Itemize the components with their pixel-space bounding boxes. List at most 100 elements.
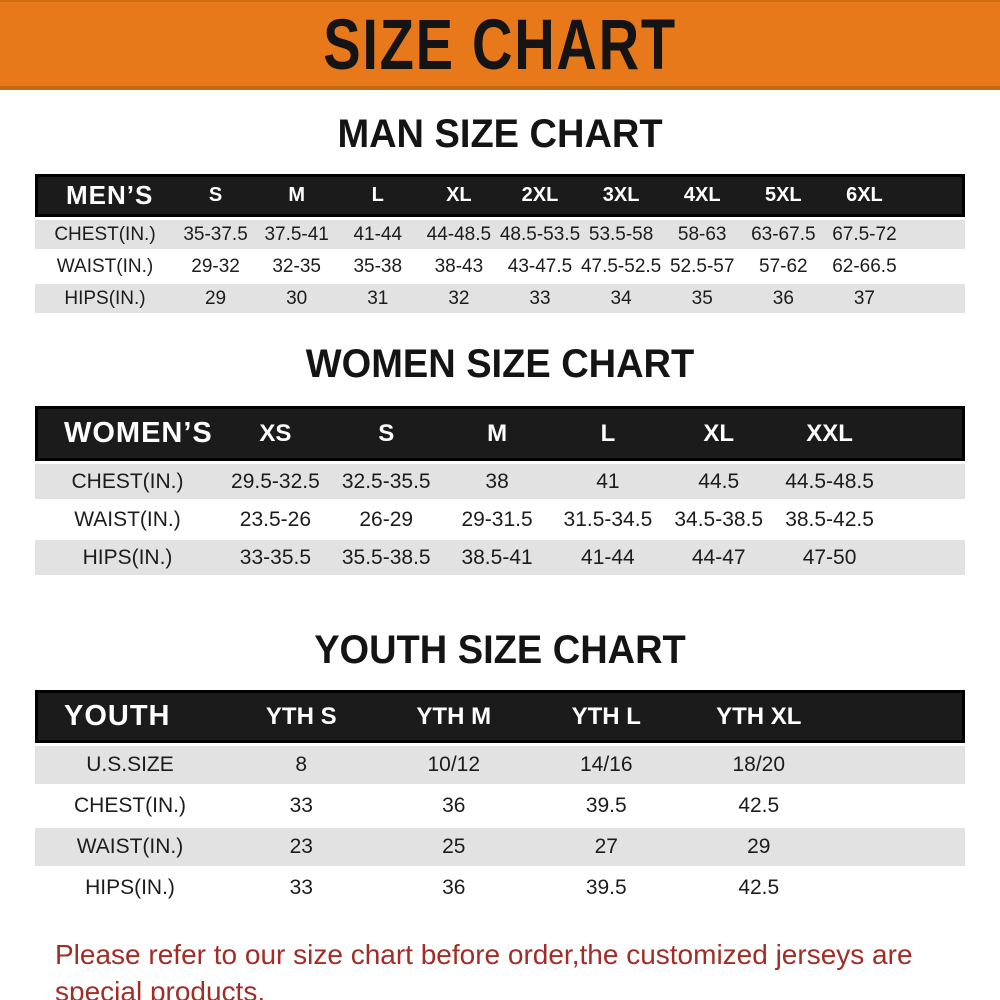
mens-size-table: MEN’S S M L XL 2XL 3XL 4XL 5XL 6XL CHEST… xyxy=(35,171,965,316)
size-value-cell: 41 xyxy=(552,464,664,499)
size-value-cell: 27 xyxy=(530,828,683,866)
size-value-cell: 52.5-57 xyxy=(661,252,743,281)
column-header: XL xyxy=(663,406,775,461)
column-header: YTH M xyxy=(377,690,530,743)
size-value-cell: 29 xyxy=(175,284,257,313)
size-value-cell: 67.5-72 xyxy=(823,220,905,249)
column-header: S xyxy=(175,174,257,217)
row-label: WAIST(IN.) xyxy=(35,502,220,537)
row-label: HIPS(IN.) xyxy=(35,284,175,313)
size-value-cell: 30 xyxy=(256,284,338,313)
column-header: L xyxy=(337,174,419,217)
size-value-cell: 29.5-32.5 xyxy=(220,464,331,499)
size-value-cell: 48.5-53.5 xyxy=(499,220,581,249)
row-label: HIPS(IN.) xyxy=(35,540,220,575)
column-header: M xyxy=(441,406,553,461)
table-row: CHEST(IN.) 29.5-32.5 32.5-35.5 38 41 44.… xyxy=(35,464,965,499)
column-header: XS xyxy=(220,406,331,461)
banner: SIZE CHART xyxy=(0,0,1000,90)
youth-header-row: YOUTH YTH S YTH M YTH L YTH XL xyxy=(35,690,965,743)
size-value-cell: 36 xyxy=(377,787,530,825)
row-label: CHEST(IN.) xyxy=(35,787,225,825)
size-value-cell: 44.5 xyxy=(663,464,775,499)
column-header: 6XL xyxy=(823,174,905,217)
column-header: 2XL xyxy=(499,174,581,217)
size-value-cell: 43-47.5 xyxy=(499,252,581,281)
size-value-cell: 57-62 xyxy=(742,252,824,281)
column-header: XL xyxy=(418,174,500,217)
size-value-cell: 34.5-38.5 xyxy=(663,502,775,537)
row-label: U.S.SIZE xyxy=(35,746,225,784)
size-value-cell: 38.5-42.5 xyxy=(774,502,885,537)
table-row: WAIST(IN.) 23 25 27 29 xyxy=(35,828,965,866)
table-row: WAIST(IN.) 23.5-26 26-29 29-31.5 31.5-34… xyxy=(35,502,965,537)
size-value-cell: 32 xyxy=(418,284,500,313)
table-row: HIPS(IN.) 29 30 31 32 33 34 35 36 37 xyxy=(35,284,965,313)
size-value-cell: 63-67.5 xyxy=(742,220,824,249)
size-value-cell: 23.5-26 xyxy=(220,502,331,537)
size-value-cell: 35 xyxy=(661,284,743,313)
size-value-cell: 35-38 xyxy=(337,252,419,281)
disclaimer-text: Please refer to our size chart before or… xyxy=(0,936,1000,1000)
size-value-cell: 39.5 xyxy=(530,869,683,907)
banner-title: SIZE CHART xyxy=(323,4,677,84)
spacer-cell xyxy=(835,869,965,907)
column-header: YTH XL xyxy=(682,690,835,743)
size-value-cell: 14/16 xyxy=(530,746,683,784)
size-value-cell: 33-35.5 xyxy=(220,540,331,575)
youth-table-label: YOUTH xyxy=(35,690,225,743)
table-row: HIPS(IN.) 33-35.5 35.5-38.5 38.5-41 41-4… xyxy=(35,540,965,575)
size-value-cell: 47-50 xyxy=(774,540,885,575)
size-value-cell: 29-32 xyxy=(175,252,257,281)
size-value-cell: 37.5-41 xyxy=(256,220,338,249)
row-label: WAIST(IN.) xyxy=(35,828,225,866)
womens-table-label: WOMEN’S xyxy=(35,406,220,461)
spacer-cell xyxy=(835,690,965,743)
size-value-cell: 36 xyxy=(377,869,530,907)
size-value-cell: 26-29 xyxy=(330,502,442,537)
size-value-cell: 41-44 xyxy=(337,220,419,249)
spacer-cell xyxy=(885,464,965,499)
size-value-cell: 34 xyxy=(580,284,662,313)
mens-table-label: MEN’S xyxy=(35,174,175,217)
size-value-cell: 23 xyxy=(225,828,378,866)
column-header: YTH L xyxy=(530,690,683,743)
size-value-cell: 32-35 xyxy=(256,252,338,281)
size-value-cell: 36 xyxy=(742,284,824,313)
size-value-cell: 33 xyxy=(225,869,378,907)
size-value-cell: 38 xyxy=(441,464,553,499)
table-row: HIPS(IN.) 33 36 39.5 42.5 xyxy=(35,869,965,907)
size-value-cell: 29 xyxy=(682,828,835,866)
row-label: CHEST(IN.) xyxy=(35,464,220,499)
spacer-cell xyxy=(885,502,965,537)
column-header: S xyxy=(330,406,442,461)
column-header: XXL xyxy=(774,406,885,461)
spacer-cell xyxy=(885,540,965,575)
column-header: 3XL xyxy=(580,174,662,217)
row-label: CHEST(IN.) xyxy=(35,220,175,249)
size-value-cell: 32.5-35.5 xyxy=(330,464,442,499)
size-value-cell: 47.5-52.5 xyxy=(580,252,662,281)
size-value-cell: 42.5 xyxy=(682,869,835,907)
womens-chart-heading: WOMEN SIZE CHART xyxy=(305,342,695,386)
size-value-cell: 62-66.5 xyxy=(823,252,905,281)
size-value-cell: 10/12 xyxy=(377,746,530,784)
column-header: YTH S xyxy=(225,690,378,743)
spacer-cell xyxy=(835,828,965,866)
column-header: M xyxy=(256,174,338,217)
size-value-cell: 31.5-34.5 xyxy=(552,502,664,537)
spacer-cell xyxy=(905,284,965,313)
size-value-cell: 44.5-48.5 xyxy=(774,464,885,499)
womens-size-table: WOMEN’S XS S M L XL XXL CHEST(IN.) 29.5-… xyxy=(35,403,965,578)
size-value-cell: 8 xyxy=(225,746,378,784)
size-value-cell: 25 xyxy=(377,828,530,866)
column-header: 4XL xyxy=(661,174,743,217)
size-value-cell: 35-37.5 xyxy=(175,220,257,249)
row-label: WAIST(IN.) xyxy=(35,252,175,281)
womens-header-row: WOMEN’S XS S M L XL XXL xyxy=(35,406,965,461)
size-value-cell: 58-63 xyxy=(661,220,743,249)
youth-chart-heading: YOUTH SIZE CHART xyxy=(314,628,686,672)
spacer-cell xyxy=(885,406,965,461)
size-value-cell: 35.5-38.5 xyxy=(330,540,442,575)
spacer-cell xyxy=(905,174,965,217)
